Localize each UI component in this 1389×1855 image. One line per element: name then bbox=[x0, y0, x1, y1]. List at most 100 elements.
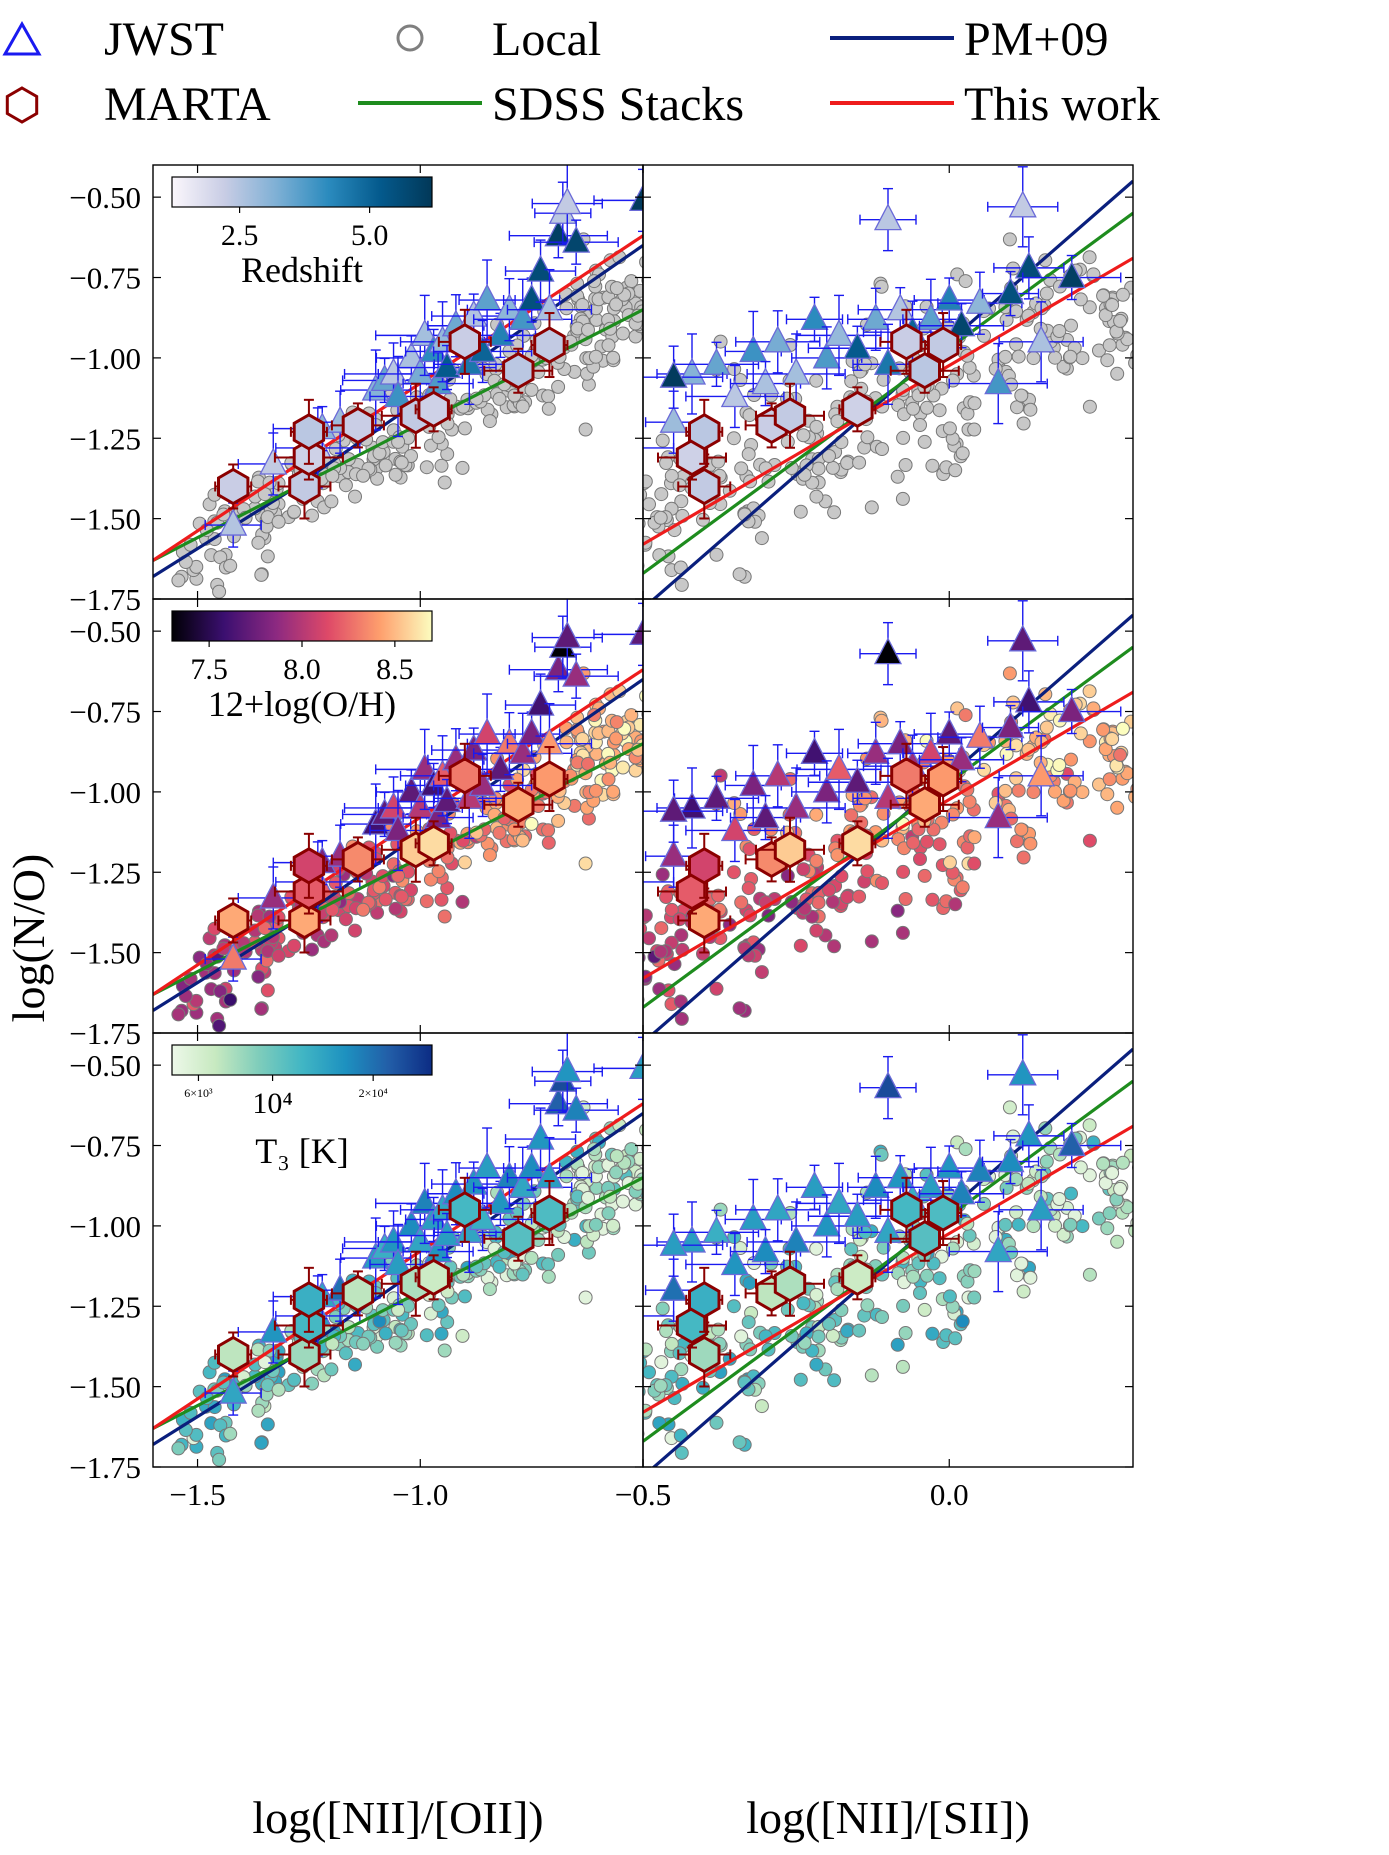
local-point bbox=[562, 546, 575, 559]
local-point bbox=[913, 1286, 927, 1300]
local-point bbox=[674, 577, 689, 592]
local-point bbox=[601, 772, 616, 787]
plot-area bbox=[153, 165, 643, 599]
local-point bbox=[732, 1001, 747, 1016]
jwst-errorbar bbox=[485, 421, 569, 501]
local-point bbox=[650, 772, 663, 785]
local-point bbox=[652, 1193, 665, 1206]
local-point bbox=[840, 1324, 855, 1338]
local-point bbox=[1209, 1195, 1222, 1208]
jwst-point bbox=[873, 1215, 903, 1243]
local-point bbox=[482, 414, 497, 429]
local-point bbox=[251, 969, 266, 984]
local-point bbox=[962, 1228, 977, 1243]
local-point bbox=[324, 1362, 339, 1377]
colorbar-tick-label: 6×10³ bbox=[184, 1086, 213, 1100]
local-point bbox=[1138, 292, 1151, 305]
local-point bbox=[492, 825, 507, 840]
local-point bbox=[895, 925, 910, 940]
local-point bbox=[875, 442, 889, 456]
local-point bbox=[955, 880, 970, 895]
local-point bbox=[649, 702, 662, 715]
local-point bbox=[629, 962, 642, 975]
local-point bbox=[639, 255, 643, 269]
local-point bbox=[1167, 323, 1180, 336]
jwst-point bbox=[383, 814, 413, 842]
local-point bbox=[1064, 1186, 1078, 1201]
local-point bbox=[356, 468, 371, 483]
local-point bbox=[811, 1329, 826, 1344]
local-point bbox=[338, 1346, 353, 1361]
jwst-points bbox=[485, 166, 1122, 501]
local-point bbox=[860, 1298, 875, 1313]
marta-point bbox=[926, 326, 960, 364]
local-point bbox=[932, 403, 947, 418]
local-point bbox=[559, 1169, 574, 1184]
jwst-point bbox=[659, 405, 688, 433]
jwst-errorbar bbox=[584, 1332, 640, 1376]
local-point bbox=[1096, 288, 1111, 303]
jwst-point bbox=[628, 1051, 643, 1080]
local-point bbox=[1139, 725, 1152, 738]
jwst-point bbox=[544, 653, 573, 681]
local-point bbox=[348, 1357, 362, 1372]
local-point bbox=[852, 1323, 867, 1338]
jwst-point bbox=[612, 867, 638, 892]
local-point bbox=[629, 528, 642, 541]
local-point bbox=[388, 901, 403, 916]
local-point bbox=[623, 1019, 636, 1032]
local-point bbox=[809, 1241, 824, 1256]
local-point bbox=[647, 723, 660, 736]
local-point bbox=[655, 744, 668, 757]
jwst-point bbox=[599, 905, 625, 930]
local-point bbox=[633, 283, 643, 298]
local-point bbox=[588, 349, 603, 364]
local-point bbox=[1011, 1217, 1026, 1232]
marta-point bbox=[502, 351, 535, 390]
local-point bbox=[1128, 356, 1133, 370]
legend-entry: MARTA bbox=[5, 78, 271, 131]
jwst-point bbox=[812, 775, 841, 803]
marta-point bbox=[448, 323, 481, 361]
xtick-label: 0.0 bbox=[930, 1477, 969, 1512]
local-point bbox=[906, 401, 921, 416]
local-point bbox=[1167, 757, 1180, 770]
local-point bbox=[840, 456, 855, 470]
jwst-errorbar bbox=[485, 855, 569, 935]
local-point bbox=[1039, 286, 1054, 301]
local-point bbox=[1147, 1152, 1160, 1165]
local-point bbox=[1082, 250, 1097, 265]
local-point bbox=[709, 547, 724, 562]
marta-point bbox=[341, 840, 375, 879]
colorbar bbox=[171, 1044, 433, 1076]
local-point bbox=[482, 848, 497, 863]
local-point bbox=[796, 428, 811, 443]
jwst-point bbox=[379, 357, 408, 385]
local-point bbox=[1162, 1185, 1175, 1198]
local-point bbox=[830, 848, 845, 863]
local-point bbox=[445, 574, 458, 587]
local-point bbox=[650, 1206, 663, 1219]
local-point bbox=[575, 732, 590, 746]
local-point bbox=[809, 373, 824, 388]
local-point bbox=[394, 1323, 409, 1338]
local-point bbox=[338, 912, 353, 927]
legend-label: This work bbox=[964, 78, 1160, 131]
local-point bbox=[551, 1247, 566, 1262]
local-point bbox=[1265, 1191, 1278, 1204]
local-point bbox=[651, 727, 664, 740]
local-point bbox=[825, 894, 840, 909]
ytick-label: −1.50 bbox=[69, 502, 141, 537]
local-point bbox=[1173, 708, 1186, 721]
local-point bbox=[639, 1123, 643, 1137]
panel-r0-c0: −1.75 −1.50 −1.25 −1.00 −0.75 −0.50 bbox=[69, 164, 644, 617]
local-point bbox=[622, 887, 635, 900]
local-point bbox=[648, 768, 661, 781]
local-point bbox=[955, 446, 970, 461]
local-point bbox=[932, 837, 947, 852]
local-point bbox=[1105, 1166, 1120, 1180]
jwst-point bbox=[824, 752, 854, 781]
marta-points bbox=[214, 742, 569, 954]
local-point bbox=[1110, 366, 1125, 381]
local-point bbox=[925, 892, 940, 907]
